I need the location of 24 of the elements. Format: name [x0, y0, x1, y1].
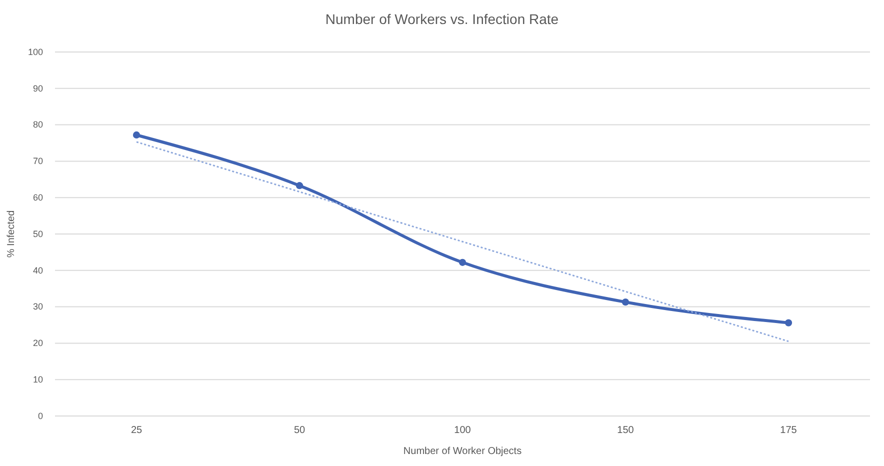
point [622, 298, 630, 306]
point [784, 319, 792, 326]
y-tick-label: 70 [32, 156, 43, 166]
y-tick-label: 30 [32, 302, 43, 312]
x-tick-label: 25 [130, 425, 142, 436]
x-tick-label: 175 [780, 425, 798, 436]
x-tick-label: 50 [294, 425, 306, 436]
point [458, 258, 466, 266]
y-tick-label: 60 [32, 192, 43, 202]
x-tick-label: 150 [617, 425, 634, 436]
x-axis-title: Number of Worker Objects [403, 446, 522, 457]
y-tick-label: 20 [32, 338, 43, 348]
x-tick-label: 100 [454, 425, 472, 436]
point [296, 182, 304, 190]
y-tick-label: 50 [32, 228, 43, 239]
y-tick-label: 10 [32, 374, 43, 384]
y-tick-label: 0 [38, 410, 43, 421]
y-tick-label: 80 [32, 120, 43, 130]
y-axis-title: % Infected [6, 210, 17, 258]
y-tick-label: 90 [32, 83, 43, 94]
point [132, 131, 140, 139]
y-tick-label: 40 [32, 265, 43, 276]
y-tick-label: 100 [28, 46, 43, 57]
chart-title: Number of Workers vs. Infection Rate [325, 11, 559, 27]
